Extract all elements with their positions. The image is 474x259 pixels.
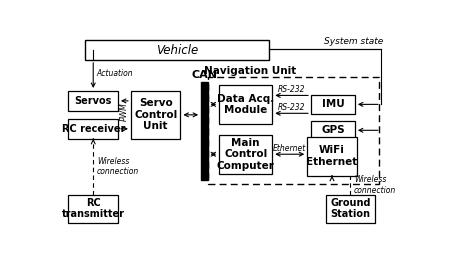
Bar bbox=[201, 82, 208, 180]
Text: Vehicle: Vehicle bbox=[155, 44, 198, 56]
Text: WiFi
Ethernet: WiFi Ethernet bbox=[306, 145, 357, 167]
Text: RS-232: RS-232 bbox=[278, 85, 305, 94]
Text: Main
Control
Computer: Main Control Computer bbox=[217, 138, 274, 171]
Bar bbox=[219, 85, 272, 124]
Text: RC
transmitter: RC transmitter bbox=[62, 198, 125, 219]
Text: Actuation: Actuation bbox=[97, 69, 134, 78]
Text: CAN: CAN bbox=[191, 70, 218, 80]
Bar bbox=[208, 77, 379, 184]
Text: Navigation Unit: Navigation Unit bbox=[204, 66, 296, 76]
Bar bbox=[68, 195, 118, 222]
Bar bbox=[311, 121, 355, 140]
Text: Wireless
connection: Wireless connection bbox=[354, 175, 396, 195]
Text: IMU: IMU bbox=[321, 99, 344, 109]
Text: System state: System state bbox=[324, 37, 383, 46]
Text: Data Acq.
Module: Data Acq. Module bbox=[217, 93, 274, 115]
Bar bbox=[68, 91, 118, 111]
Bar bbox=[307, 137, 357, 176]
Bar bbox=[311, 95, 355, 114]
Text: RS-232: RS-232 bbox=[278, 103, 305, 112]
Text: PWM: PWM bbox=[120, 102, 129, 121]
Text: RC receiver: RC receiver bbox=[62, 124, 125, 134]
Text: Wireless
connection: Wireless connection bbox=[97, 157, 139, 176]
Bar bbox=[85, 40, 269, 60]
Text: Ethernet: Ethernet bbox=[273, 144, 306, 153]
Text: Ground
Station: Ground Station bbox=[330, 198, 371, 219]
Text: GPS: GPS bbox=[321, 125, 345, 135]
Bar bbox=[326, 195, 375, 222]
Text: Servo
Control
Unit: Servo Control Unit bbox=[134, 98, 177, 131]
Bar bbox=[68, 119, 118, 139]
Bar bbox=[131, 91, 181, 139]
Text: Servos: Servos bbox=[74, 96, 112, 106]
Bar bbox=[219, 135, 272, 174]
